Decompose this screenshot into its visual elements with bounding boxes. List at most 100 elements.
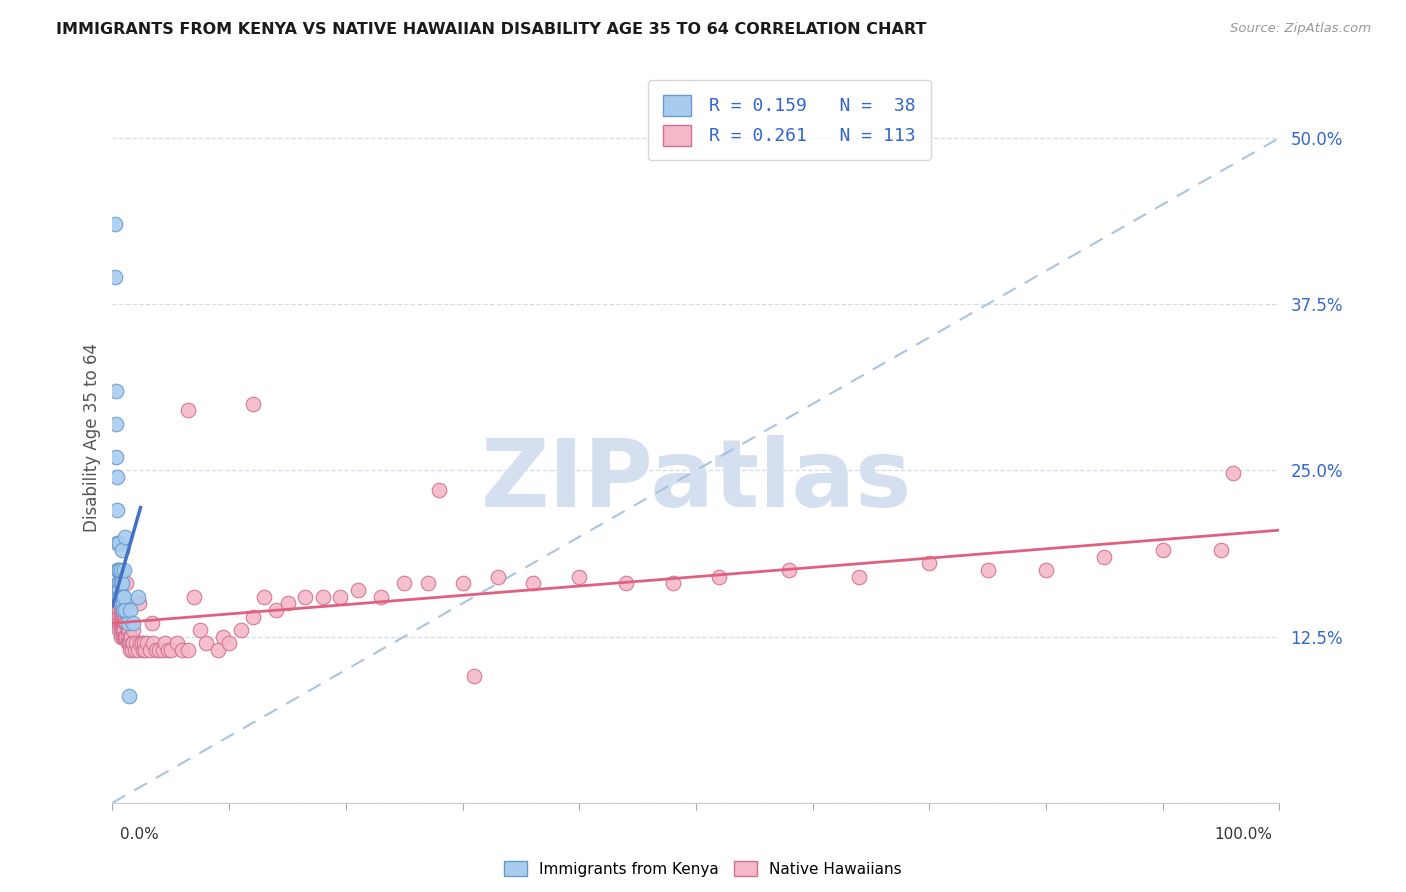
Point <box>416 576 439 591</box>
Point <box>108 590 131 604</box>
Point <box>918 557 941 571</box>
Point <box>129 636 152 650</box>
Point <box>112 623 135 637</box>
Point <box>148 643 170 657</box>
Point <box>111 576 134 591</box>
Point <box>104 417 127 431</box>
Point <box>117 623 139 637</box>
Point <box>111 543 134 558</box>
Point <box>111 590 134 604</box>
Point <box>118 603 141 617</box>
Point <box>108 590 131 604</box>
Point <box>117 630 139 644</box>
Point <box>108 623 131 637</box>
Point <box>157 643 180 657</box>
Point <box>122 623 145 637</box>
Point <box>107 576 129 591</box>
Point <box>394 576 416 591</box>
Point <box>105 503 128 517</box>
Point <box>107 590 129 604</box>
Point <box>118 623 141 637</box>
Point <box>207 643 229 657</box>
Point <box>112 630 135 644</box>
Point <box>110 596 132 610</box>
Point <box>108 596 131 610</box>
Point <box>107 563 129 577</box>
Point <box>139 643 162 657</box>
Point <box>172 643 194 657</box>
Point <box>114 630 136 644</box>
Point <box>118 636 141 650</box>
Point <box>131 636 153 650</box>
Point <box>661 576 683 591</box>
Point <box>463 669 485 683</box>
Point <box>427 483 450 498</box>
Point <box>110 603 132 617</box>
Point <box>848 570 870 584</box>
Point <box>105 563 128 577</box>
Point <box>107 616 129 631</box>
Text: ZIPatlas: ZIPatlas <box>481 435 911 527</box>
Point <box>107 590 129 604</box>
Legend: Immigrants from Kenya, Native Hawaiians: Immigrants from Kenya, Native Hawaiians <box>496 853 910 884</box>
Point <box>142 636 165 650</box>
Point <box>120 630 142 644</box>
Point <box>117 616 139 631</box>
Point <box>145 643 167 657</box>
Point <box>122 636 145 650</box>
Point <box>111 630 134 644</box>
Point <box>111 616 134 631</box>
Point <box>153 636 176 650</box>
Text: Source: ZipAtlas.com: Source: ZipAtlas.com <box>1230 22 1371 36</box>
Point <box>105 470 128 484</box>
Point <box>114 616 136 631</box>
Point <box>104 450 127 464</box>
Point <box>114 609 136 624</box>
Point <box>110 563 132 577</box>
Point <box>160 643 183 657</box>
Point <box>1152 543 1174 558</box>
Point <box>114 603 136 617</box>
Point <box>111 609 134 624</box>
Point <box>110 623 132 637</box>
Point <box>134 643 156 657</box>
Point <box>1094 549 1116 564</box>
Point <box>522 576 544 591</box>
Point <box>104 590 127 604</box>
Point <box>110 576 132 591</box>
Point <box>242 609 264 624</box>
Point <box>976 563 998 577</box>
Point <box>132 643 155 657</box>
Point <box>111 616 134 631</box>
Point <box>105 603 128 617</box>
Point <box>107 576 129 591</box>
Point <box>110 616 132 631</box>
Point <box>152 643 174 657</box>
Point <box>110 590 132 604</box>
Point <box>1209 543 1232 558</box>
Point <box>253 590 276 604</box>
Point <box>614 576 637 591</box>
Point <box>114 530 136 544</box>
Point <box>194 636 217 650</box>
Text: IMMIGRANTS FROM KENYA VS NATIVE HAWAIIAN DISABILITY AGE 35 TO 64 CORRELATION CHA: IMMIGRANTS FROM KENYA VS NATIVE HAWAIIAN… <box>56 22 927 37</box>
Point <box>276 596 298 610</box>
Point <box>104 217 127 231</box>
Point <box>188 623 211 637</box>
Point <box>117 636 139 650</box>
Point <box>112 563 135 577</box>
Point <box>329 590 352 604</box>
Point <box>177 643 200 657</box>
Point <box>104 270 127 285</box>
Point <box>108 576 131 591</box>
Point <box>1222 466 1244 480</box>
Point <box>141 616 163 631</box>
Point <box>108 603 131 617</box>
Point <box>108 616 131 631</box>
Point <box>121 643 143 657</box>
Point <box>136 636 159 650</box>
Point <box>111 590 134 604</box>
Point <box>111 609 134 624</box>
Point <box>107 603 129 617</box>
Point <box>118 630 141 644</box>
